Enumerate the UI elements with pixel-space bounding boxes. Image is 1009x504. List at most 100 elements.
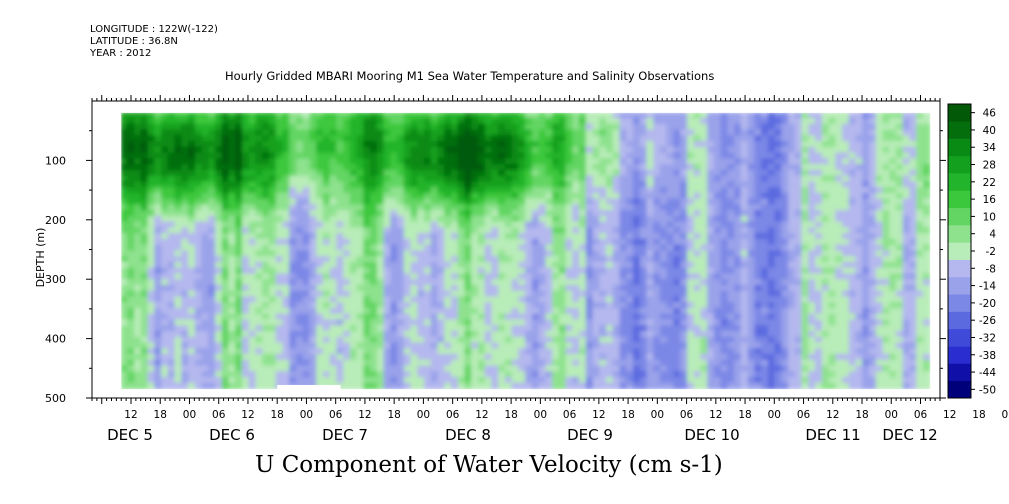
heatmap-cell xyxy=(579,204,588,212)
heatmap-cell xyxy=(585,250,594,258)
heatmap-cell xyxy=(235,221,244,229)
heatmap-cell xyxy=(194,371,203,379)
heatmap-cell xyxy=(484,175,493,183)
heatmap-cell xyxy=(788,238,797,246)
heatmap-cell xyxy=(221,273,230,281)
heatmap-cell xyxy=(410,290,419,298)
heatmap-cell xyxy=(134,336,143,344)
heatmap-cell xyxy=(552,227,561,235)
heatmap-cell xyxy=(444,302,453,310)
heatmap-cell xyxy=(154,325,163,333)
heatmap-cell xyxy=(444,273,453,281)
heatmap-cell xyxy=(788,325,797,333)
heatmap-cell xyxy=(457,336,466,344)
heatmap-cell xyxy=(127,175,136,183)
heatmap-cell xyxy=(255,353,264,361)
heatmap-cell xyxy=(201,192,210,200)
heatmap-cell xyxy=(397,307,405,315)
heatmap-cell xyxy=(484,129,493,137)
heatmap-cell xyxy=(316,146,325,154)
heatmap-cell xyxy=(188,221,196,229)
heatmap-cell xyxy=(457,187,466,195)
heatmap-cell xyxy=(579,187,588,195)
heatmap-cell xyxy=(673,141,682,148)
heatmap-cell xyxy=(356,290,365,298)
heatmap-cell xyxy=(794,233,803,241)
heatmap-cell xyxy=(444,158,453,166)
heatmap-cell xyxy=(477,118,486,125)
heatmap-cell xyxy=(511,233,520,241)
heatmap-cell xyxy=(208,273,217,281)
heatmap-cell xyxy=(329,158,338,166)
heatmap-cell xyxy=(673,227,682,235)
heatmap-cell xyxy=(484,152,493,160)
heatmap-cell xyxy=(282,336,291,344)
heatmap-cell xyxy=(194,342,203,350)
heatmap-cell xyxy=(309,296,318,304)
heatmap-cell xyxy=(194,198,203,206)
heatmap-cell xyxy=(599,192,608,200)
heatmap-cell xyxy=(808,238,817,246)
heatmap-cell xyxy=(208,227,217,235)
heatmap-cell xyxy=(747,118,756,125)
heatmap-cell xyxy=(734,336,743,344)
heatmap-cell xyxy=(794,250,803,258)
heatmap-cell xyxy=(477,169,486,177)
heatmap-cell xyxy=(720,187,729,195)
heatmap-cell xyxy=(484,112,493,120)
heatmap-cell xyxy=(161,187,170,195)
heatmap-cell xyxy=(322,279,331,287)
heatmap-cell xyxy=(525,359,534,367)
heatmap-cell xyxy=(633,359,641,367)
heatmap-cell xyxy=(275,261,284,269)
heatmap-cell xyxy=(781,238,790,246)
heatmap-cell xyxy=(181,152,190,160)
heatmap-cell xyxy=(262,129,271,137)
heatmap-cell xyxy=(403,296,412,304)
heatmap-cell xyxy=(565,158,574,166)
heatmap-cell xyxy=(518,135,527,143)
heatmap-cell xyxy=(518,376,527,384)
heatmap-cell xyxy=(788,187,797,195)
heatmap-cell xyxy=(174,342,183,350)
heatmap-cell xyxy=(417,187,426,195)
heatmap-cell xyxy=(403,238,412,246)
heatmap-cell xyxy=(761,198,770,206)
heatmap-cell xyxy=(370,158,379,166)
heatmap-cell xyxy=(134,382,143,390)
heatmap-cell xyxy=(194,187,203,195)
heatmap-cell xyxy=(612,330,621,338)
heatmap-cell xyxy=(579,307,588,315)
heatmap-cell xyxy=(734,192,743,200)
heatmap-cell xyxy=(713,267,722,275)
heatmap-cell xyxy=(201,330,210,338)
heatmap-cell xyxy=(174,204,183,212)
heatmap-cell xyxy=(558,250,567,258)
heatmap-cell xyxy=(188,129,196,137)
heatmap-cell xyxy=(707,175,716,183)
heatmap-cell xyxy=(390,382,399,390)
heatmap-cell xyxy=(606,118,614,125)
heatmap-cell xyxy=(606,164,614,172)
heatmap-cell xyxy=(228,244,237,252)
heatmap-cell xyxy=(572,313,581,321)
heatmap-cell xyxy=(518,382,527,390)
heatmap-cell xyxy=(471,215,480,223)
heatmap-cell xyxy=(349,227,358,235)
heatmap-cell xyxy=(538,169,547,177)
heatmap-cell xyxy=(343,376,352,384)
heatmap-cell xyxy=(181,158,190,166)
heatmap-cell xyxy=(659,330,668,338)
heatmap-cell xyxy=(161,204,170,212)
heatmap-cell xyxy=(228,302,237,310)
heatmap-cell xyxy=(167,296,176,304)
heatmap-cell xyxy=(390,192,399,200)
heatmap-cell xyxy=(572,296,581,304)
heatmap-cell xyxy=(646,325,655,333)
heatmap-cell xyxy=(228,204,237,212)
heatmap-cell xyxy=(208,342,217,350)
heatmap-cell xyxy=(221,192,230,200)
heatmap-cell xyxy=(626,250,635,258)
heatmap-cell xyxy=(707,146,716,154)
heatmap-cell xyxy=(545,198,554,206)
